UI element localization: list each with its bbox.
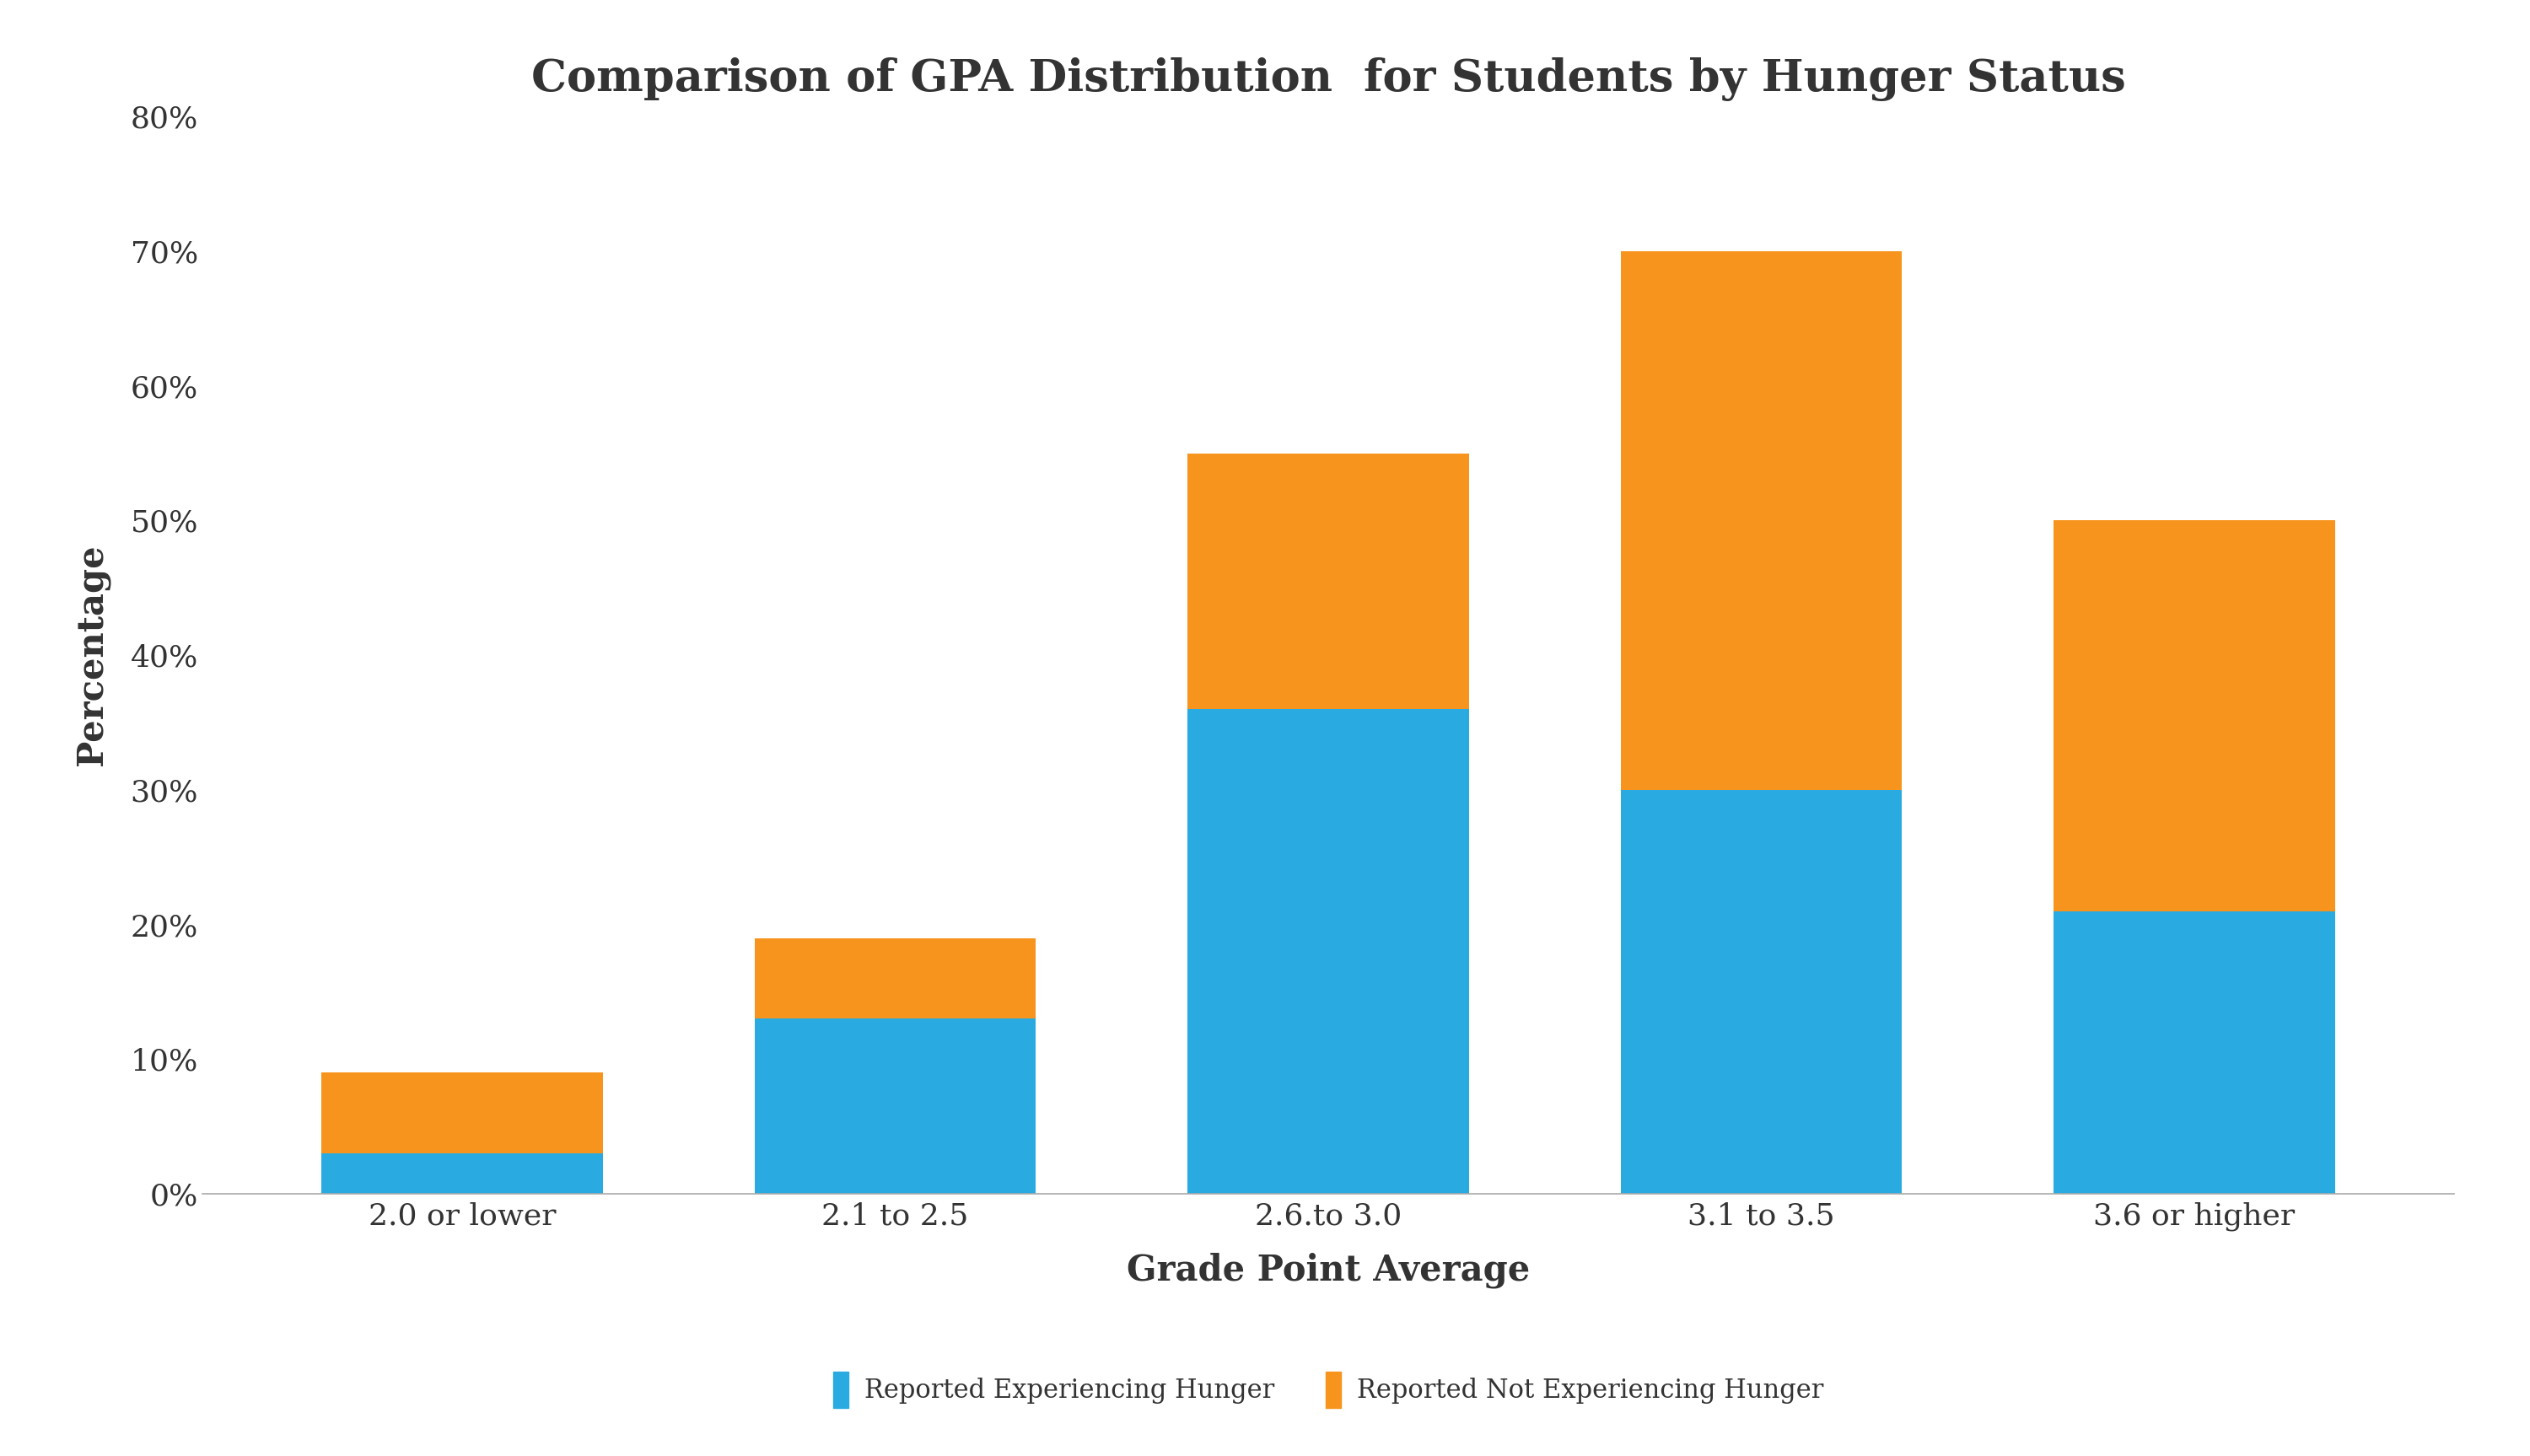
Bar [1622,250,1903,789]
Bar [754,1019,1035,1194]
Bar [2054,521,2335,911]
Bar [1187,709,1470,1194]
Bar [1622,789,1903,1194]
Bar [2054,911,2335,1194]
Title: Comparison of GPA Distribution  for Students by Hunger Status: Comparison of GPA Distribution for Stude… [531,57,2125,100]
Bar [1187,453,1470,709]
Legend: Reported Experiencing Hunger, Reported Not Experiencing Hunger: Reported Experiencing Hunger, Reported N… [822,1361,1834,1418]
Bar [321,1153,602,1194]
Bar [754,938,1035,1019]
Y-axis label: Percentage: Percentage [73,545,109,766]
Bar [321,1073,602,1153]
X-axis label: Grade Point Average: Grade Point Average [1126,1252,1531,1289]
